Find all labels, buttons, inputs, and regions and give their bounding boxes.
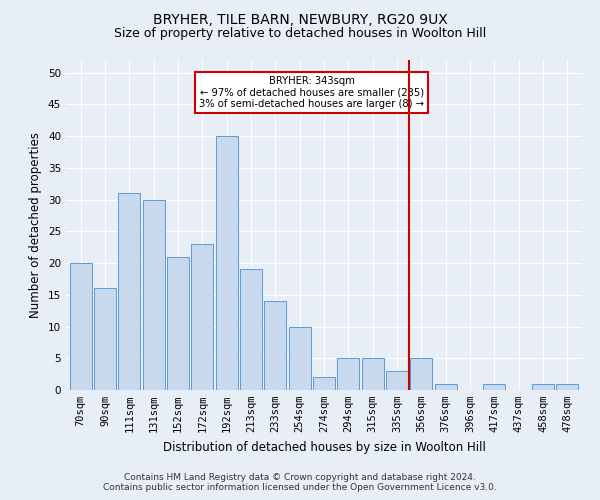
Text: BRYHER: 343sqm
← 97% of detached houses are smaller (235)
3% of semi-detached ho: BRYHER: 343sqm ← 97% of detached houses … (199, 76, 424, 109)
Bar (532, 384, 554, 390)
Bar (94, 288, 116, 390)
Bar (337, 358, 359, 390)
Bar (313, 378, 335, 390)
Bar (386, 371, 408, 390)
Bar (167, 256, 189, 390)
Y-axis label: Number of detached properties: Number of detached properties (29, 132, 43, 318)
Text: Size of property relative to detached houses in Woolton Hill: Size of property relative to detached ho… (114, 28, 486, 40)
Bar (215, 136, 238, 390)
Bar (410, 358, 433, 390)
Text: Contains HM Land Registry data © Crown copyright and database right 2024.
Contai: Contains HM Land Registry data © Crown c… (103, 473, 497, 492)
Bar (484, 384, 505, 390)
Bar (118, 194, 140, 390)
Bar (362, 358, 383, 390)
Bar (556, 384, 578, 390)
Bar (191, 244, 213, 390)
Bar (240, 270, 262, 390)
Bar (289, 326, 311, 390)
X-axis label: Distribution of detached houses by size in Woolton Hill: Distribution of detached houses by size … (163, 440, 485, 454)
Bar (265, 301, 286, 390)
Bar (435, 384, 457, 390)
Text: BRYHER, TILE BARN, NEWBURY, RG20 9UX: BRYHER, TILE BARN, NEWBURY, RG20 9UX (152, 12, 448, 26)
Bar (70, 263, 92, 390)
Bar (143, 200, 164, 390)
